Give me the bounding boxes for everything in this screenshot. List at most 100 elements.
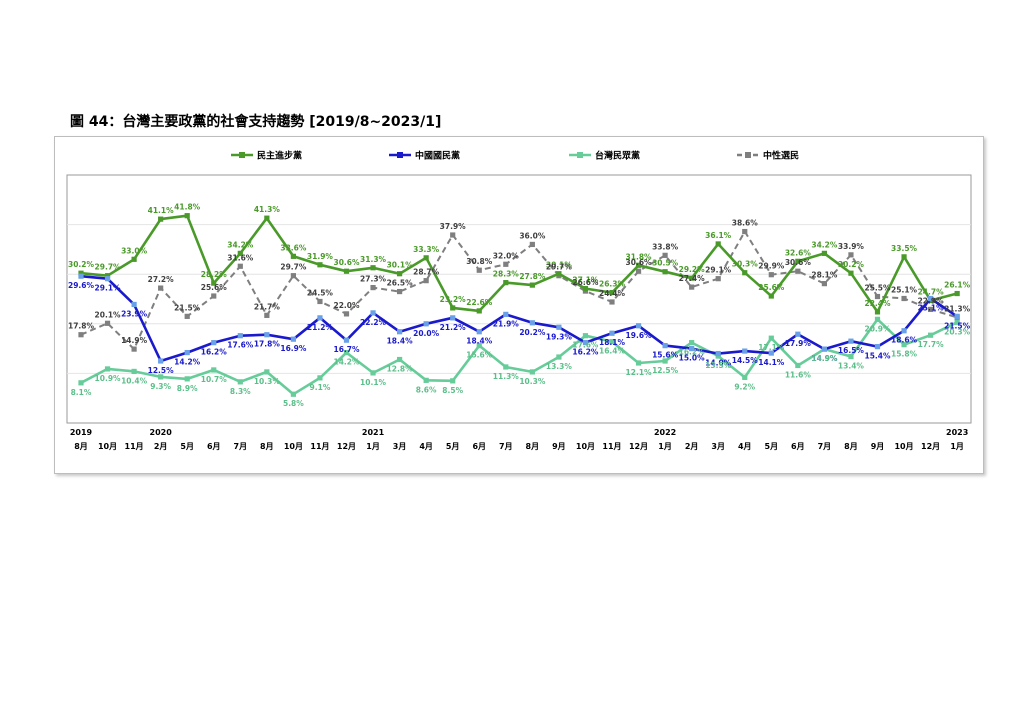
data-label: 29.7% xyxy=(95,263,122,272)
plot-area xyxy=(66,174,972,424)
data-label: 25.6% xyxy=(201,283,228,292)
data-label: 31.6% xyxy=(227,253,254,262)
data-label: 36.1% xyxy=(705,231,732,240)
data-label: 30.1% xyxy=(387,261,414,270)
x-tick-month: 9月 xyxy=(552,442,566,451)
x-tick-year: 2021 xyxy=(362,428,385,437)
x-tick-month: 6月 xyxy=(207,442,221,451)
data-label: 16.4% xyxy=(599,347,626,356)
x-tick-month: 2月 xyxy=(685,442,699,451)
grid-lines xyxy=(67,224,971,374)
data-point xyxy=(635,262,642,268)
data-label: 41.3% xyxy=(254,205,281,214)
x-tick-month: 4月 xyxy=(419,442,433,451)
data-label: 20.1% xyxy=(95,310,122,319)
data-point xyxy=(317,298,323,305)
data-point xyxy=(131,346,137,352)
data-label: 8.5% xyxy=(442,386,463,395)
data-point xyxy=(874,293,881,300)
data-label: 23.2% xyxy=(440,295,467,304)
data-point xyxy=(264,332,270,338)
data-point xyxy=(901,254,907,260)
x-tick-month: 12月 xyxy=(921,442,940,451)
data-point xyxy=(689,346,695,352)
data-label: 28.3% xyxy=(493,270,520,279)
data-point xyxy=(237,333,243,339)
data-label: 12.1% xyxy=(626,368,653,377)
data-label: 30.5% xyxy=(652,259,679,268)
data-label: 30.3% xyxy=(732,260,759,269)
data-label: 36.0% xyxy=(519,231,546,240)
data-label: 19.3% xyxy=(546,332,573,341)
data-point xyxy=(317,315,323,321)
x-axis: 2019 8月 10月 11月 2020 2月 5月 6月 7月 8月 10月 11月 12月 2021 1… xyxy=(70,428,968,451)
x-tick-month: 11月 xyxy=(310,442,329,451)
data-label: 33.8% xyxy=(652,242,679,251)
data-point xyxy=(423,321,429,327)
data-point xyxy=(158,358,164,364)
data-label: 22.6% xyxy=(466,298,493,307)
data-label: 30.8% xyxy=(466,257,493,266)
data-label: 12.8% xyxy=(387,365,414,374)
legend-marker xyxy=(745,152,751,158)
data-label: 24.4% xyxy=(599,289,626,298)
x-tick-month: 4月 xyxy=(738,442,752,451)
data-label: 30.2% xyxy=(838,260,865,269)
x-tick-month: 12月 xyxy=(629,442,648,451)
legend-marker xyxy=(397,152,403,158)
data-label: 31.8% xyxy=(626,252,653,261)
data-point xyxy=(582,333,589,339)
data-label: 21.3% xyxy=(944,304,971,313)
data-label: 16.2% xyxy=(201,348,228,357)
data-point xyxy=(264,312,270,318)
data-label: 17.6% xyxy=(227,341,254,350)
data-label: 29.9% xyxy=(758,262,785,271)
data-label: 25.1% xyxy=(918,304,945,313)
data-point xyxy=(582,340,589,346)
data-label: 15.0% xyxy=(679,354,706,363)
data-label: 15.6% xyxy=(466,351,493,360)
data-point xyxy=(742,228,748,235)
data-label: 33.5% xyxy=(891,244,918,253)
data-label: 12.5% xyxy=(148,366,175,375)
data-point xyxy=(742,270,748,276)
data-label: 34.2% xyxy=(227,240,254,249)
data-label: 10.7% xyxy=(201,375,228,384)
data-point xyxy=(742,348,748,354)
data-label: 13.5% xyxy=(705,361,732,370)
data-point xyxy=(503,311,509,317)
data-label: 11.3% xyxy=(493,372,520,381)
data-label: 17.7% xyxy=(918,340,945,349)
data-label: 23.9% xyxy=(121,309,148,318)
data-label: 29.6% xyxy=(68,281,95,290)
data-labels: 30.2% 29.7%33.0%41.1% 41.8%28.2%34.2%41.3%… xyxy=(68,203,971,409)
data-point xyxy=(529,241,535,248)
x-tick-month: 8月 xyxy=(74,442,88,451)
data-point xyxy=(131,301,137,308)
data-point xyxy=(609,299,615,305)
data-point xyxy=(874,309,881,315)
data-label: 14.1% xyxy=(758,358,785,367)
x-tick-month: 7月 xyxy=(234,442,248,451)
data-point xyxy=(795,331,801,337)
x-tick-month: 2月 xyxy=(154,442,168,451)
data-label: 24.5% xyxy=(307,288,334,297)
x-tick-month: 11月 xyxy=(602,442,621,451)
data-label: 14.2% xyxy=(333,358,360,367)
data-label: 13.4% xyxy=(838,362,865,371)
data-label: 18.4% xyxy=(466,337,493,346)
data-point xyxy=(423,255,429,261)
data-label: 26.5% xyxy=(387,279,414,288)
x-tick-month: 5月 xyxy=(446,442,460,451)
data-label: 21.5% xyxy=(174,303,201,312)
data-label: 16.5% xyxy=(838,346,865,355)
data-label: 22.9% xyxy=(918,296,945,305)
data-label: 18.6% xyxy=(891,336,918,345)
data-point xyxy=(609,289,615,296)
data-label: 18.4% xyxy=(387,337,414,346)
data-point xyxy=(503,261,509,267)
data-label: 26.6% xyxy=(572,278,599,287)
line-chart: 民主進步黨 中國國民黨 台灣民眾黨 中性選民 30.2% 29.7%33.0%41.1%… xyxy=(66,150,972,451)
data-point xyxy=(104,366,111,372)
series-layer xyxy=(78,213,960,397)
